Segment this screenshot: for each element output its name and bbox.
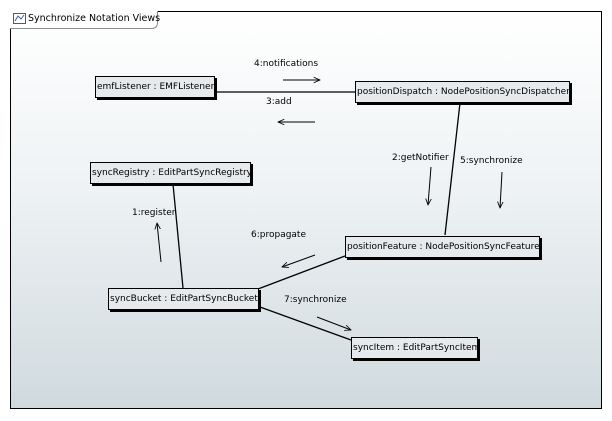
- message-label-synchronize-feature: 5:synchronize: [460, 156, 523, 166]
- object-sync-bucket[interactable]: syncBucket : EditPartSyncBucket: [108, 288, 259, 310]
- link-feature-bucket: [257, 255, 346, 290]
- link-bucket-item: [259, 306, 352, 341]
- object-sync-item[interactable]: syncItem : EditPartSyncItem: [351, 337, 478, 359]
- arrow-register: [157, 223, 162, 263]
- message-label-notifications: 4:notifications: [254, 59, 319, 69]
- message-label-get-notifier: 2:getNotifier: [392, 153, 449, 163]
- object-emf-listener-label: emfListener : EMFListener: [97, 82, 215, 92]
- message-label-synchronize-item: 7:synchronize: [284, 295, 347, 305]
- arrow-synchronize-feature: [500, 171, 502, 208]
- message-label-register: 1:register: [132, 208, 176, 218]
- object-position-feature[interactable]: positionFeature : NodePositionSyncFeatur…: [345, 236, 540, 258]
- object-position-feature-label: positionFeature : NodePositionSyncFeatur…: [347, 242, 540, 252]
- diagram-title-tab[interactable]: Synchronize Notation Views: [10, 11, 161, 29]
- message-label-propagate: 6:propagate: [251, 230, 307, 240]
- arrow-propagate: [282, 254, 316, 267]
- object-sync-item-label: syncItem : EditPartSyncItem: [353, 343, 478, 353]
- object-sync-registry[interactable]: syncRegistry : EditPartSyncRegistry: [90, 162, 251, 184]
- arrow-get-notifier: [428, 166, 431, 205]
- link-registry-bucket: [172, 183, 184, 289]
- object-emf-listener[interactable]: emfListener : EMFListener: [95, 76, 215, 98]
- object-sync-bucket-label: syncBucket : EditPartSyncBucket: [110, 294, 258, 304]
- arrow-synchronize-item: [316, 316, 351, 330]
- message-label-add: 3:add: [266, 97, 292, 107]
- object-sync-registry-label: syncRegistry : EditPartSyncRegistry: [92, 168, 251, 178]
- diagram-icon: [13, 13, 26, 24]
- object-position-dispatch-label: positionDispatch : NodePositionSyncDispa…: [357, 87, 570, 97]
- object-position-dispatch[interactable]: positionDispatch : NodePositionSyncDispa…: [355, 81, 570, 103]
- link-dispatch-feature: [444, 102, 461, 236]
- diagram-title: Synchronize Notation Views: [28, 13, 161, 24]
